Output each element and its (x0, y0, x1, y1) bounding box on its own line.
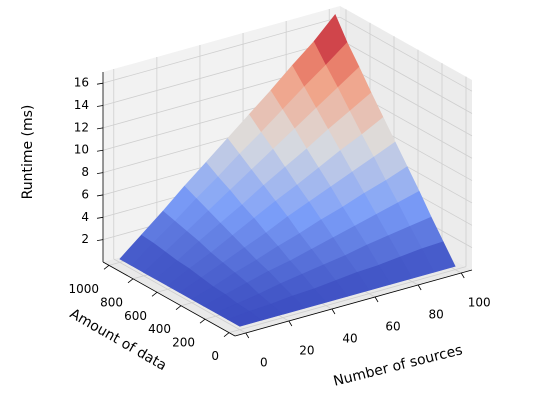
z-tick (96, 172, 104, 174)
y-tick (127, 278, 134, 284)
x-tick (374, 296, 379, 303)
z-tick-label: 4 (81, 210, 89, 224)
z-tick-label: 2 (81, 232, 89, 246)
z-tick-label: 16 (74, 76, 89, 90)
y-tick (199, 318, 206, 324)
y-axis-line (102, 261, 236, 337)
grid-line (339, 39, 473, 114)
z-tick (96, 82, 104, 85)
y-tick (223, 332, 230, 337)
grid-line (228, 266, 467, 334)
x-tick-label: 0 (260, 356, 268, 370)
x-axis-label: Number of sources (332, 342, 464, 390)
z-tick (96, 127, 104, 130)
y-tick-label: 1000 (68, 282, 99, 296)
grid-line (113, 258, 246, 334)
x-tick-label: 60 (385, 320, 400, 334)
z-tick-label: 14 (74, 98, 89, 112)
z-tick (96, 239, 104, 242)
y-tick-label: 0 (211, 349, 219, 363)
y-tick-label: 400 (148, 322, 171, 336)
z-tick (96, 216, 104, 219)
z-tick-label: 8 (81, 165, 89, 179)
x-tick-label: 80 (428, 308, 443, 322)
x-tick (417, 284, 422, 291)
x-tick (288, 320, 293, 327)
x-tick-label: 100 (468, 296, 491, 310)
surface-cell (227, 310, 262, 327)
y-tick (103, 265, 110, 270)
x-tick-label: 40 (342, 332, 357, 346)
y-axis-label: Amount of data (67, 306, 169, 374)
x-tick (245, 332, 250, 339)
x-axis-line (234, 269, 473, 337)
x-tick (331, 308, 336, 315)
axes: 0204060801000200400600800100024681012141… (68, 72, 491, 370)
z-axis-label: Runtime (ms) (20, 105, 36, 200)
y-tick-label: 600 (124, 309, 147, 323)
surface (119, 14, 456, 327)
y-tick (151, 291, 158, 297)
grid-line (102, 16, 341, 84)
x-tick (460, 272, 465, 279)
y-tick (175, 305, 182, 311)
z-tick-label: 12 (74, 120, 89, 134)
grid-line (102, 39, 341, 106)
y-tick-label: 800 (100, 295, 123, 309)
z-tick-label: 6 (81, 187, 89, 201)
grid-line (339, 16, 473, 92)
z-tick (96, 149, 104, 152)
y-tick-label: 200 (172, 336, 195, 350)
x-tick-label: 20 (299, 344, 314, 358)
z-tick (96, 105, 104, 107)
z-tick-label: 10 (74, 143, 89, 157)
z-tick (96, 194, 104, 197)
